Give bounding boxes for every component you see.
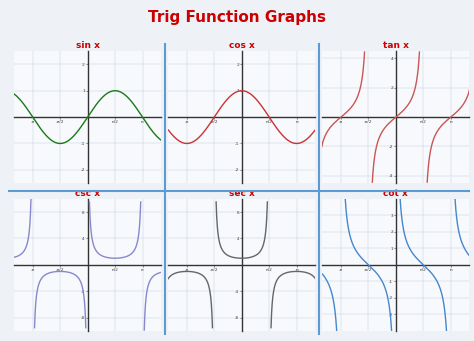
Title: sec x: sec x	[229, 189, 255, 198]
Title: sin x: sin x	[76, 41, 100, 50]
Title: cos x: cos x	[229, 41, 255, 50]
Title: tan x: tan x	[383, 41, 409, 50]
Text: Trig Function Graphs: Trig Function Graphs	[148, 10, 326, 25]
Title: csc x: csc x	[75, 189, 100, 198]
Title: cot x: cot x	[383, 189, 408, 198]
